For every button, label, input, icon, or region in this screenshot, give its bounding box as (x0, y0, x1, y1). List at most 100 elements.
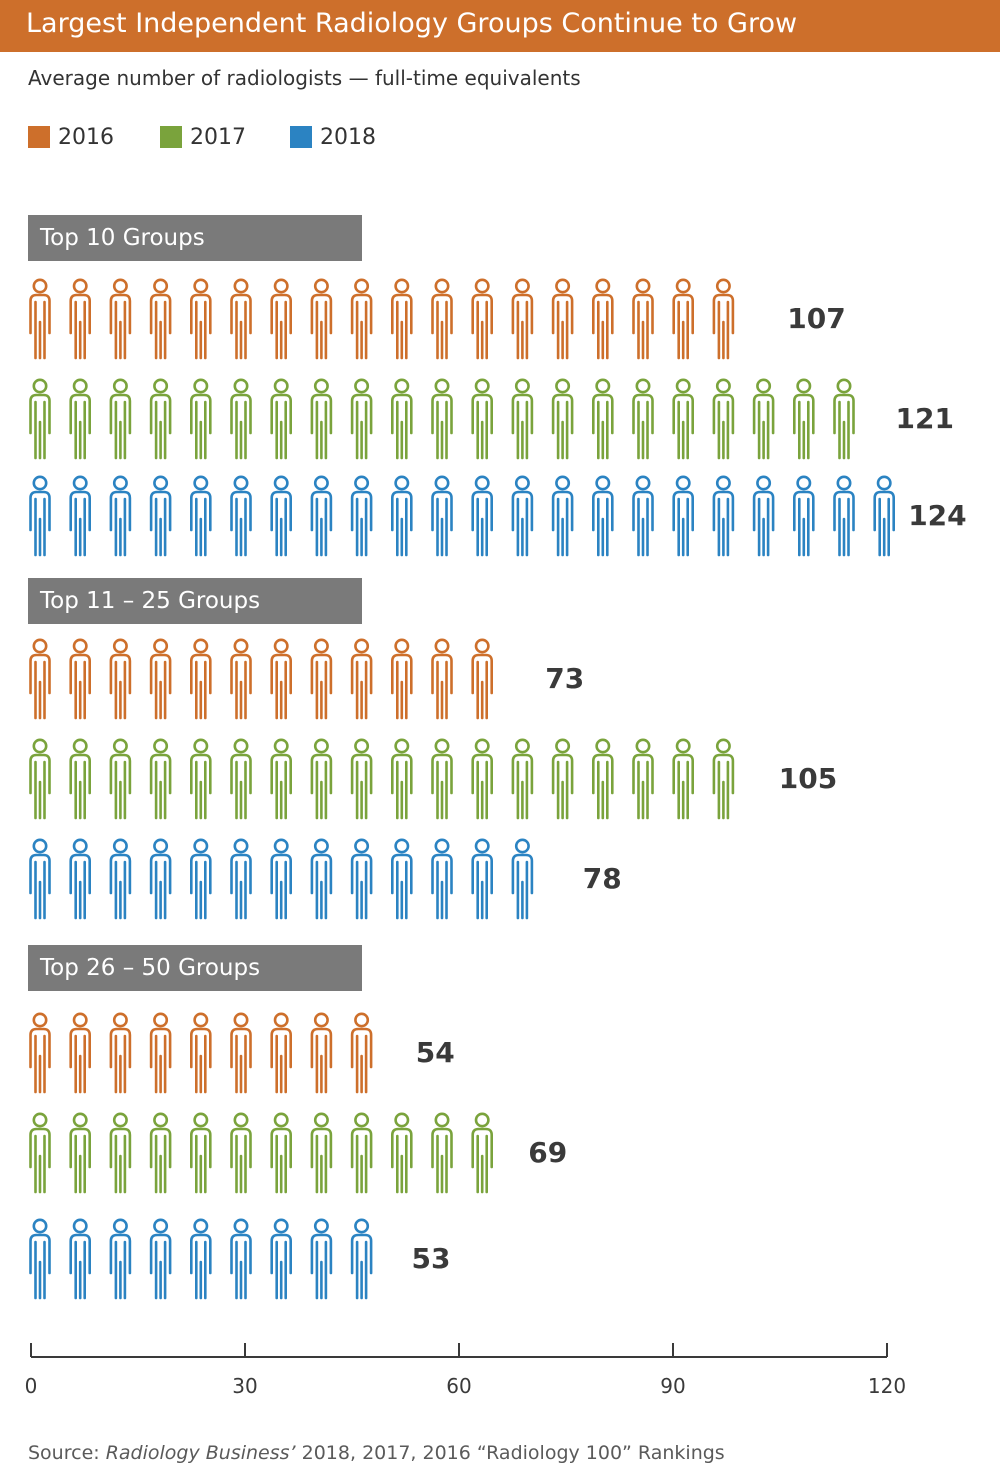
person-icon (190, 838, 212, 920)
person-icon (230, 838, 252, 920)
person-icon (109, 1012, 132, 1094)
value-label: 78 (583, 862, 622, 895)
person-icon (672, 278, 695, 360)
person-icon (431, 1112, 453, 1194)
person-icon (69, 378, 91, 460)
group-label-top-10: Top 10 Groups (40, 225, 205, 251)
person-icon (350, 475, 373, 557)
pictograph-row: 121 (29, 378, 954, 460)
person-icon (310, 1112, 333, 1194)
value-label: 121 (896, 402, 954, 435)
pictograph-row: 78 (29, 838, 622, 920)
person-icon (431, 475, 453, 557)
person-icon (431, 278, 453, 360)
person-icon (672, 738, 695, 820)
legend-swatch-2018 (290, 126, 312, 148)
person-icon (350, 1112, 373, 1194)
person-icon (109, 378, 132, 460)
person-icon (350, 638, 373, 720)
person-icon (109, 638, 132, 720)
person-icon (752, 378, 775, 460)
person-icon (390, 1218, 400, 1300)
person-icon (149, 378, 172, 460)
person-icon (109, 1218, 132, 1300)
person-icon (471, 278, 494, 360)
person-icon (310, 738, 333, 820)
legend-item-2017: 2017 (160, 122, 246, 152)
person-icon (69, 1012, 91, 1094)
person-icon (873, 378, 884, 460)
person-icon (310, 838, 333, 920)
person-icon (591, 378, 614, 460)
person-icon (29, 1012, 51, 1094)
person-icon (310, 278, 333, 360)
group-header-top-11-25: Top 11 – 25 Groups (28, 578, 362, 624)
person-icon (632, 378, 654, 460)
x-axis: 0 30 60 90 120 (25, 1343, 906, 1398)
person-icon (29, 638, 51, 720)
person-icon (511, 638, 534, 720)
x-tick-label: 60 (446, 1374, 471, 1398)
person-icon (29, 378, 51, 460)
person-icon (190, 475, 212, 557)
person-icon (712, 475, 735, 557)
person-icon (551, 475, 574, 557)
x-tick-label: 120 (868, 1374, 906, 1398)
person-icon (69, 1218, 91, 1300)
person-icon (591, 475, 614, 557)
pictograph-row: 107 (29, 278, 846, 360)
person-icon (230, 1012, 252, 1094)
person-icon (350, 738, 373, 820)
person-icon (390, 638, 413, 720)
person-icon (270, 1012, 293, 1094)
person-icon (270, 1112, 293, 1194)
person-icon (873, 475, 896, 557)
legend-item-2018: 2018 (290, 122, 376, 152)
person-icon (109, 838, 132, 920)
person-icon (190, 638, 212, 720)
person-icon (270, 738, 293, 820)
group-label-top-26-50: Top 26 – 50 Groups (40, 955, 261, 981)
person-icon (632, 738, 654, 820)
person-icon (310, 475, 333, 557)
person-icon (230, 738, 252, 820)
person-icon (591, 738, 614, 820)
person-icon (310, 1218, 333, 1300)
person-icon (752, 738, 767, 820)
pictograph-row: 54 (29, 1012, 455, 1094)
source-publication: Radiology Business’ (105, 1442, 296, 1464)
person-icon (632, 475, 654, 557)
person-icon (310, 638, 333, 720)
chart-subtitle: Average number of radiologists — full-ti… (28, 66, 581, 90)
person-icon (69, 278, 91, 360)
person-icon (109, 1112, 132, 1194)
person-icon (390, 838, 413, 920)
person-icon (190, 738, 212, 820)
person-icon (270, 278, 293, 360)
person-icon (270, 638, 293, 720)
person-icon (109, 475, 132, 557)
person-icon (190, 278, 212, 360)
person-icon (29, 738, 51, 820)
person-icon (270, 378, 293, 460)
person-icon (390, 1012, 404, 1094)
source-rest: 2018, 2017, 2016 “Radiology 100” Ranking… (295, 1442, 725, 1464)
pictograph-row: 124 (29, 475, 967, 557)
source-note: Source: Radiology Business’ 2018, 2017, … (28, 1442, 725, 1464)
person-icon (350, 378, 373, 460)
person-icon (471, 378, 494, 460)
person-icon (672, 378, 695, 460)
x-tick-label: 90 (660, 1374, 685, 1398)
chart-title: Largest Independent Radiology Groups Con… (26, 8, 798, 39)
person-icon (29, 1218, 51, 1300)
group-header-top-10: Top 10 Groups (28, 215, 362, 261)
person-icon (792, 378, 815, 460)
person-icon (109, 278, 132, 360)
x-tick-label: 30 (232, 1374, 257, 1398)
person-icon (471, 838, 494, 920)
person-icon (431, 378, 453, 460)
person-icon (350, 1012, 373, 1094)
person-icon (190, 1218, 212, 1300)
person-icon (149, 838, 172, 920)
value-label: 53 (412, 1242, 451, 1275)
